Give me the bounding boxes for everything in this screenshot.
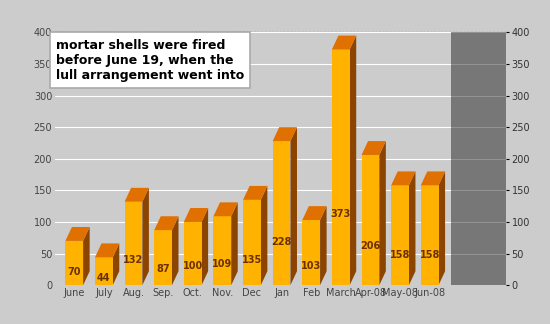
Bar	[421, 185, 438, 285]
Text: 100: 100	[183, 261, 203, 271]
Polygon shape	[409, 171, 415, 285]
Polygon shape	[125, 188, 149, 202]
Polygon shape	[142, 188, 149, 285]
Polygon shape	[320, 206, 327, 285]
Polygon shape	[154, 216, 179, 230]
Bar	[391, 185, 409, 285]
Polygon shape	[421, 171, 445, 185]
Polygon shape	[438, 171, 445, 285]
Bar	[65, 241, 83, 285]
Polygon shape	[231, 202, 238, 285]
Text: 135: 135	[242, 255, 262, 264]
Polygon shape	[379, 141, 386, 285]
Text: 373: 373	[331, 209, 351, 219]
Polygon shape	[391, 171, 415, 185]
Polygon shape	[273, 127, 297, 141]
Text: 132: 132	[123, 255, 144, 265]
Polygon shape	[172, 216, 179, 285]
Polygon shape	[113, 243, 119, 285]
Text: 44: 44	[97, 273, 111, 283]
Polygon shape	[243, 186, 267, 200]
Polygon shape	[184, 208, 208, 222]
Bar	[273, 141, 290, 285]
Polygon shape	[350, 36, 356, 285]
Text: 228: 228	[271, 237, 292, 247]
Text: 109: 109	[212, 260, 233, 270]
Text: 206: 206	[360, 241, 381, 251]
Bar	[154, 230, 172, 285]
Polygon shape	[83, 227, 90, 285]
Polygon shape	[95, 243, 119, 257]
Polygon shape	[361, 141, 386, 155]
Bar	[361, 155, 380, 285]
Bar	[213, 216, 231, 285]
Polygon shape	[65, 227, 90, 241]
Text: mortar shells were fired
before June 19, when the
lull arrangement went into: mortar shells were fired before June 19,…	[56, 39, 244, 82]
Text: 103: 103	[301, 260, 321, 271]
Text: 87: 87	[156, 264, 170, 274]
Bar	[125, 202, 142, 285]
Polygon shape	[332, 36, 356, 50]
Polygon shape	[261, 186, 267, 285]
Polygon shape	[202, 208, 208, 285]
Bar	[243, 200, 261, 285]
Bar	[184, 222, 202, 285]
Polygon shape	[290, 127, 297, 285]
Bar	[95, 257, 113, 285]
Text: 158: 158	[390, 250, 410, 260]
Text: 158: 158	[420, 250, 440, 260]
Bar	[302, 220, 320, 285]
Polygon shape	[213, 202, 238, 216]
Text: 70: 70	[68, 267, 81, 277]
Bar	[332, 50, 350, 285]
Polygon shape	[302, 206, 327, 220]
